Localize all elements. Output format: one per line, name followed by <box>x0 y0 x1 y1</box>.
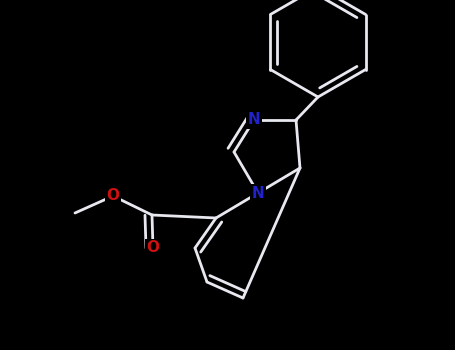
Text: O: O <box>106 189 120 203</box>
Text: O: O <box>147 240 160 256</box>
Text: N: N <box>248 112 260 127</box>
Text: N: N <box>252 186 264 201</box>
